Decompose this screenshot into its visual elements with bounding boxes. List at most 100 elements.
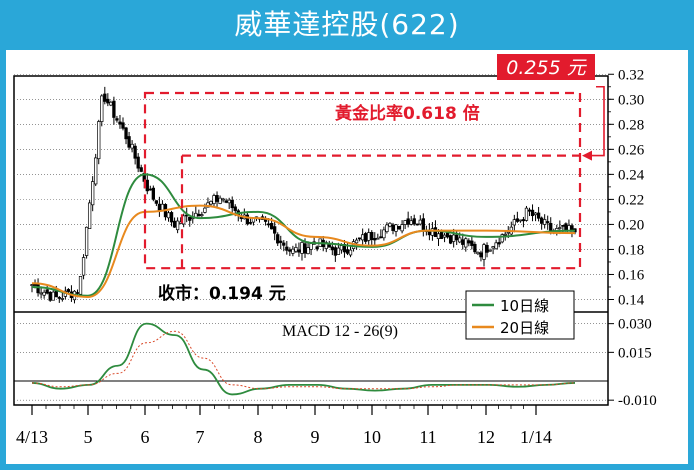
candle-body bbox=[78, 276, 83, 295]
candle-body bbox=[160, 203, 165, 211]
target-bracket bbox=[592, 85, 605, 157]
candle-body bbox=[266, 223, 271, 226]
candle-body bbox=[442, 234, 447, 238]
x-tick-label: 12 bbox=[477, 427, 495, 447]
candle-body bbox=[433, 227, 438, 237]
y-tick-label: 0.24 bbox=[618, 167, 645, 183]
candle-body bbox=[221, 198, 225, 201]
x-tick-label: 6 bbox=[141, 427, 150, 447]
candle-body bbox=[227, 199, 231, 204]
candle-body bbox=[558, 227, 562, 229]
candle-body bbox=[494, 242, 498, 250]
candle-body bbox=[233, 206, 237, 211]
candle-body bbox=[60, 298, 64, 300]
candle-body bbox=[518, 219, 523, 222]
candle-body bbox=[48, 291, 52, 301]
candle-body bbox=[169, 212, 174, 223]
candle-body bbox=[224, 200, 228, 203]
macd-tick-label: 0.015 bbox=[618, 345, 652, 361]
candle-body bbox=[33, 283, 37, 286]
candle-body bbox=[121, 122, 125, 129]
candle-body bbox=[448, 235, 453, 244]
candle-body bbox=[291, 248, 295, 254]
candle-body bbox=[294, 247, 298, 252]
candle-body bbox=[248, 222, 253, 224]
candle-body bbox=[452, 234, 456, 242]
x-tick-label: 11 bbox=[419, 427, 436, 447]
candle-body bbox=[336, 247, 341, 255]
candle-body bbox=[30, 284, 34, 286]
candle-body bbox=[166, 212, 171, 219]
candle-body bbox=[491, 246, 495, 249]
candle-body bbox=[376, 237, 380, 240]
chart-title: 威華達控股(622) bbox=[234, 8, 460, 41]
candle-body bbox=[94, 157, 98, 185]
candle-body bbox=[524, 207, 529, 221]
candle-body bbox=[42, 291, 46, 296]
candle-body bbox=[245, 214, 250, 225]
candle-body bbox=[87, 202, 92, 229]
candle-body bbox=[391, 224, 395, 231]
candle-body bbox=[536, 212, 541, 219]
candle-body bbox=[570, 225, 574, 231]
candle-body bbox=[197, 213, 201, 217]
candle-body bbox=[154, 200, 159, 204]
target-label-box bbox=[497, 54, 595, 80]
candle-body bbox=[397, 226, 401, 230]
candle-body bbox=[209, 200, 213, 205]
target-arrow-icon bbox=[582, 150, 592, 161]
candle-body bbox=[370, 232, 374, 241]
candle-body bbox=[354, 239, 359, 244]
candle-body bbox=[379, 236, 383, 239]
candle-body bbox=[309, 243, 313, 250]
candle-body bbox=[303, 243, 307, 254]
candle-body bbox=[273, 226, 277, 234]
candle-body bbox=[215, 195, 219, 202]
golden-ratio-label: 黃金比率0.618 倍 bbox=[334, 103, 480, 124]
candle-body bbox=[133, 145, 137, 159]
candle-body bbox=[546, 221, 550, 224]
x-tick-label: 1/14 bbox=[520, 427, 552, 447]
candle-body bbox=[36, 283, 40, 294]
candle-body bbox=[497, 242, 501, 245]
candle-body bbox=[306, 247, 310, 255]
candle-body bbox=[567, 225, 571, 234]
candle-body bbox=[106, 98, 110, 104]
candle-body bbox=[479, 252, 483, 258]
candle-body bbox=[364, 233, 368, 242]
candle-body bbox=[403, 220, 407, 225]
candle-body bbox=[75, 292, 80, 294]
candle-body bbox=[145, 179, 149, 192]
candle-body bbox=[103, 93, 107, 102]
candle-body bbox=[467, 240, 471, 244]
candle-body bbox=[394, 224, 398, 232]
candle-body bbox=[188, 216, 192, 221]
candle-body bbox=[406, 218, 410, 225]
candle-body bbox=[212, 195, 216, 204]
x-tick-label: 10 bbox=[363, 427, 381, 447]
candle-body bbox=[285, 246, 289, 251]
candle-body bbox=[57, 297, 61, 299]
candle-body bbox=[521, 219, 526, 222]
candle-body bbox=[415, 223, 419, 226]
candle-body bbox=[470, 240, 474, 246]
candle-body bbox=[218, 197, 222, 204]
candle-body bbox=[464, 238, 468, 248]
candle-body bbox=[345, 249, 350, 254]
candle-body bbox=[148, 188, 152, 191]
macd-tick-label: -0.010 bbox=[618, 393, 657, 409]
candle-body bbox=[476, 251, 480, 255]
candle-body bbox=[533, 212, 538, 216]
candle-body bbox=[315, 246, 319, 250]
candle-body bbox=[530, 209, 535, 217]
y-tick-label: 0.28 bbox=[618, 117, 644, 133]
candle-body bbox=[400, 224, 404, 232]
candle-body bbox=[485, 244, 489, 253]
candle-body bbox=[139, 167, 143, 172]
candle-body bbox=[112, 100, 116, 118]
candle-body bbox=[282, 242, 286, 246]
candle-body bbox=[382, 229, 386, 239]
candle-body bbox=[506, 231, 510, 234]
x-tick-label: 4/13 bbox=[16, 427, 48, 447]
candle-body bbox=[288, 249, 292, 252]
